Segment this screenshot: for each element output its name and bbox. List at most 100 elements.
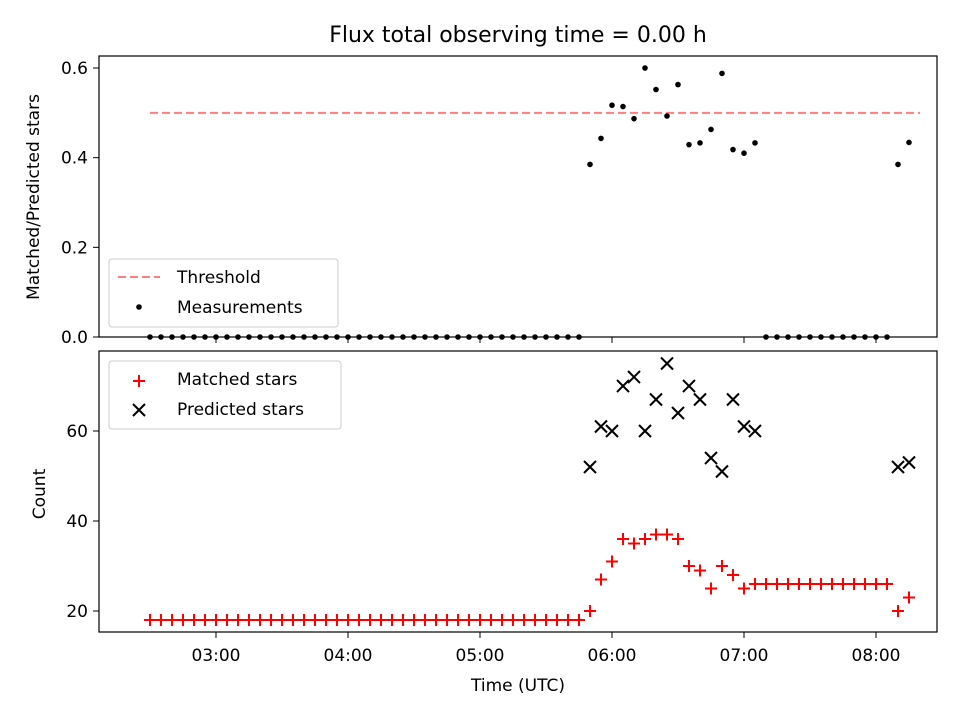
matched-star-marker [287, 614, 299, 626]
legend-predicted-label: Predicted stars [177, 400, 304, 420]
matched-star-marker [243, 614, 255, 626]
top-y-tick-label: 0.6 [61, 59, 88, 79]
measurement-point [246, 334, 252, 340]
measurement-point [257, 334, 263, 340]
measurement-point [785, 334, 791, 340]
matched-star-marker [320, 614, 332, 626]
measurement-point [906, 139, 912, 146]
predicted-star-marker [902, 455, 916, 470]
bottom-x-axis: 03:00 04:00 05:00 06:00 07:00 08:00 [192, 632, 901, 666]
measurement-point [422, 334, 428, 340]
matched-star-marker [892, 605, 904, 617]
matched-star-marker [837, 578, 849, 590]
legend-matched-swatch [133, 375, 145, 387]
measurement-point [884, 334, 890, 340]
measurement-point [510, 334, 516, 340]
measurement-point [752, 140, 758, 146]
legend-matched-label: Matched stars [177, 370, 297, 390]
predicted-marker-stroke [583, 460, 597, 474]
matched-star-marker [265, 614, 277, 626]
measurement-point [741, 150, 747, 156]
matched-star-marker [474, 614, 486, 626]
measurement-point [279, 334, 285, 340]
matched-star-marker [870, 578, 882, 590]
measurement-point [180, 334, 186, 340]
legend-threshold-label: Threshold [176, 268, 261, 288]
bottom-y-tick-label: 60 [66, 422, 88, 442]
matched-stars-points [144, 528, 915, 626]
measurement-point [543, 334, 549, 340]
matched-star-marker [408, 614, 420, 626]
matched-star-marker [881, 578, 893, 590]
measurement-point [587, 161, 593, 168]
matched-star-marker [353, 614, 365, 626]
measurement-point [169, 334, 175, 340]
measurement-point [290, 334, 296, 340]
matched-star-marker [562, 614, 574, 626]
matched-star-marker [188, 614, 200, 626]
matched-star-marker [716, 560, 728, 572]
measurement-point [532, 334, 538, 340]
measurement-point [642, 65, 648, 71]
matched-star-marker [529, 614, 541, 626]
measurement-point [862, 334, 868, 340]
predicted-marker-stroke [682, 379, 696, 393]
matched-star-marker [628, 537, 640, 550]
predicted-star-marker [737, 419, 751, 434]
measurement-point [873, 334, 879, 340]
matched-star-marker [452, 614, 464, 626]
matched-star-marker [815, 578, 827, 590]
matched-star-marker [683, 560, 695, 572]
measurement-point [334, 334, 340, 340]
matched-star-marker [364, 614, 376, 626]
matched-star-marker [254, 614, 266, 626]
measurement-point [840, 334, 846, 340]
predicted-stars-points [583, 356, 916, 479]
measurement-point [609, 102, 615, 109]
x-tick-label: 04:00 [324, 646, 373, 666]
measurement-point [477, 334, 483, 340]
measurement-point [389, 334, 395, 340]
predicted-marker-stroke [715, 464, 729, 479]
matched-star-marker [727, 569, 739, 581]
predicted-star-marker [616, 379, 630, 393]
matched-star-marker [386, 614, 398, 626]
predicted-star-marker [682, 379, 696, 393]
matched-star-marker [441, 614, 453, 626]
matched-star-marker [584, 605, 596, 617]
measurement-point [224, 334, 230, 340]
top-panel: Flux total observing time = 0.00 h 0.00.… [24, 23, 938, 348]
matched-star-marker [606, 555, 618, 568]
matched-star-marker [639, 533, 651, 545]
measurement-point [191, 334, 197, 340]
bottom-legend-box [108, 360, 342, 430]
matched-star-marker [573, 614, 585, 626]
matched-star-marker [496, 614, 508, 626]
measurement-point [708, 126, 714, 133]
predicted-marker-stroke [693, 392, 707, 407]
matched-star-marker [518, 614, 530, 626]
measurement-point [312, 334, 318, 340]
measurement-point [488, 334, 494, 340]
legend-measurements-label: Measurements [177, 298, 303, 318]
predicted-star-marker [605, 424, 619, 438]
matched-star-marker [540, 614, 552, 626]
measurement-point [455, 334, 461, 340]
predicted-star-marker [660, 356, 674, 371]
measurement-point [158, 334, 164, 340]
bottom-y-axis-label: Count [30, 468, 50, 519]
x-tick-label: 03:00 [192, 646, 241, 666]
measurement-point [367, 334, 373, 340]
matched-star-marker [419, 614, 431, 626]
matched-star-marker [617, 533, 629, 545]
top-y-tick-label: 0.0 [61, 328, 88, 348]
measurement-point [202, 334, 208, 340]
predicted-star-marker [693, 392, 707, 407]
measurement-point [653, 86, 659, 93]
measurement-point [268, 334, 274, 340]
matched-star-marker [342, 614, 354, 626]
bottom-plot-frame [98, 350, 938, 633]
predicted-marker-stroke [902, 455, 916, 470]
matched-star-marker [848, 578, 860, 590]
measurement-point [598, 135, 604, 142]
